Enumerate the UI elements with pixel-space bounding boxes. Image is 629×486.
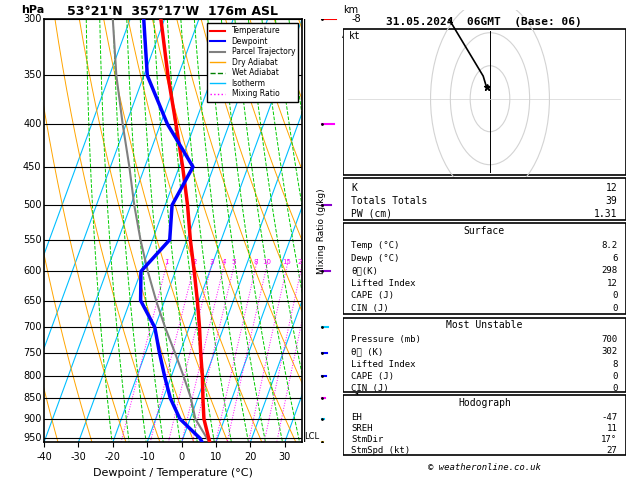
Text: 700: 700 <box>23 322 42 332</box>
Text: kt: kt <box>348 31 360 41</box>
Text: Mixing Ratio (g/kg): Mixing Ratio (g/kg) <box>317 188 326 274</box>
Title: 53°21'N  357°17'W  176m ASL: 53°21'N 357°17'W 176m ASL <box>67 5 279 18</box>
Text: 0: 0 <box>612 304 618 312</box>
Text: -7: -7 <box>351 70 361 81</box>
Bar <box>343 317 626 392</box>
Text: EH: EH <box>351 413 362 422</box>
Text: Temp (°C): Temp (°C) <box>351 241 399 250</box>
Text: Lifted Index: Lifted Index <box>351 278 416 288</box>
Text: 600: 600 <box>23 266 42 277</box>
Bar <box>343 395 626 455</box>
Text: © weatheronline.co.uk: © weatheronline.co.uk <box>428 463 541 472</box>
Text: 17°: 17° <box>601 435 618 444</box>
Text: 900: 900 <box>23 414 42 424</box>
Text: -4: -4 <box>351 200 361 210</box>
Text: 298: 298 <box>601 266 618 275</box>
Text: 15: 15 <box>282 260 292 265</box>
Text: 20: 20 <box>298 260 306 265</box>
Text: 400: 400 <box>23 119 42 129</box>
Text: 550: 550 <box>23 235 42 245</box>
Text: -1: -1 <box>351 393 361 403</box>
Text: 850: 850 <box>23 393 42 403</box>
Text: 950: 950 <box>23 434 42 443</box>
Text: SREH: SREH <box>351 424 373 433</box>
Text: Lifted Index: Lifted Index <box>351 360 416 368</box>
Text: StmDir: StmDir <box>351 435 384 444</box>
Text: 650: 650 <box>23 295 42 306</box>
Text: CIN (J): CIN (J) <box>351 304 389 312</box>
Text: 12: 12 <box>606 278 618 288</box>
Text: 39: 39 <box>606 196 618 206</box>
Bar <box>343 29 626 175</box>
Text: θᴇ(K): θᴇ(K) <box>351 266 378 275</box>
Bar <box>343 223 626 314</box>
Text: LCL: LCL <box>304 432 320 441</box>
Text: 0: 0 <box>612 291 618 300</box>
Text: 0: 0 <box>612 371 618 381</box>
Text: 31.05.2024  06GMT  (Base: 06): 31.05.2024 06GMT (Base: 06) <box>386 17 582 27</box>
Text: Most Unstable: Most Unstable <box>446 320 523 330</box>
Text: 8: 8 <box>254 260 259 265</box>
Text: 12: 12 <box>606 183 618 193</box>
Text: -5: -5 <box>351 162 361 172</box>
Text: 8: 8 <box>612 360 618 368</box>
Text: 5: 5 <box>232 260 237 265</box>
Text: 300: 300 <box>23 15 42 24</box>
Legend: Temperature, Dewpoint, Parcel Trajectory, Dry Adiabat, Wet Adiabat, Isotherm, Mi: Temperature, Dewpoint, Parcel Trajectory… <box>207 23 298 102</box>
Text: K: K <box>351 183 357 193</box>
Text: -47: -47 <box>601 413 618 422</box>
Text: Hodograph: Hodograph <box>458 398 511 408</box>
Text: 450: 450 <box>23 162 42 172</box>
Text: Surface: Surface <box>464 226 505 236</box>
Text: ASL: ASL <box>342 30 360 40</box>
Text: StmSpd (kt): StmSpd (kt) <box>351 446 410 455</box>
Text: -2: -2 <box>351 347 361 358</box>
Text: km: km <box>343 5 359 15</box>
Text: 1: 1 <box>164 260 169 265</box>
Text: 4: 4 <box>222 260 226 265</box>
Text: 0: 0 <box>612 383 618 393</box>
Text: 750: 750 <box>23 347 42 358</box>
Text: CAPE (J): CAPE (J) <box>351 371 394 381</box>
Text: 2: 2 <box>192 260 196 265</box>
Text: 10: 10 <box>262 260 271 265</box>
Text: 27: 27 <box>606 446 618 455</box>
Text: 8.2: 8.2 <box>601 241 618 250</box>
Text: -6: -6 <box>351 119 361 129</box>
X-axis label: Dewpoint / Temperature (°C): Dewpoint / Temperature (°C) <box>93 468 253 478</box>
Text: Totals Totals: Totals Totals <box>351 196 428 206</box>
Text: -8: -8 <box>351 15 361 24</box>
Text: -3: -3 <box>351 266 361 277</box>
Text: Dewp (°C): Dewp (°C) <box>351 254 399 262</box>
Text: hPa: hPa <box>21 5 44 15</box>
Text: 500: 500 <box>23 200 42 210</box>
Text: Pressure (mb): Pressure (mb) <box>351 335 421 345</box>
Text: PW (cm): PW (cm) <box>351 208 392 219</box>
Text: 11: 11 <box>606 424 618 433</box>
Text: 302: 302 <box>601 347 618 357</box>
Text: 1.31: 1.31 <box>594 208 618 219</box>
Text: CAPE (J): CAPE (J) <box>351 291 394 300</box>
Text: 25: 25 <box>309 260 318 265</box>
Text: 800: 800 <box>23 371 42 381</box>
Text: 700: 700 <box>601 335 618 345</box>
Bar <box>343 178 626 220</box>
Text: 6: 6 <box>612 254 618 262</box>
Text: θᴇ (K): θᴇ (K) <box>351 347 384 357</box>
Text: 3: 3 <box>209 260 214 265</box>
Text: CIN (J): CIN (J) <box>351 383 389 393</box>
Text: 350: 350 <box>23 70 42 81</box>
